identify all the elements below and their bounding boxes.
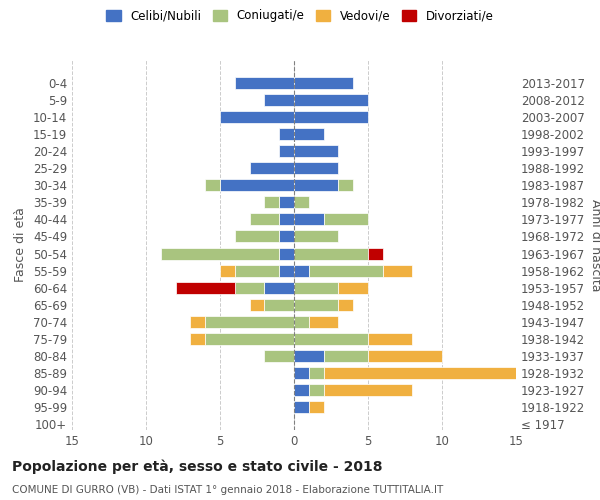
- Bar: [368, 350, 442, 362]
- Bar: [279, 128, 294, 140]
- Bar: [279, 248, 294, 260]
- Bar: [235, 230, 279, 242]
- Bar: [309, 316, 338, 328]
- Bar: [294, 264, 309, 276]
- Bar: [294, 316, 309, 328]
- Y-axis label: Anni di nascita: Anni di nascita: [589, 198, 600, 291]
- Bar: [279, 264, 294, 276]
- Bar: [265, 282, 294, 294]
- Bar: [250, 214, 279, 226]
- Bar: [294, 333, 368, 345]
- Bar: [235, 282, 265, 294]
- Bar: [265, 299, 294, 310]
- Text: COMUNE DI GURRO (VB) - Dati ISTAT 1° gennaio 2018 - Elaborazione TUTTITALIA.IT: COMUNE DI GURRO (VB) - Dati ISTAT 1° gen…: [12, 485, 443, 495]
- Bar: [279, 230, 294, 242]
- Bar: [294, 350, 323, 362]
- Bar: [220, 111, 294, 123]
- Bar: [309, 367, 323, 379]
- Bar: [323, 350, 368, 362]
- Bar: [205, 180, 220, 191]
- Legend: Celibi/Nubili, Coniugati/e, Vedovi/e, Divorziati/e: Celibi/Nubili, Coniugati/e, Vedovi/e, Di…: [103, 6, 497, 26]
- Bar: [176, 282, 235, 294]
- Bar: [294, 299, 338, 310]
- Bar: [235, 264, 279, 276]
- Bar: [190, 333, 205, 345]
- Bar: [338, 299, 353, 310]
- Bar: [294, 162, 338, 174]
- Bar: [294, 214, 323, 226]
- Bar: [190, 316, 205, 328]
- Bar: [309, 401, 323, 413]
- Bar: [294, 230, 338, 242]
- Bar: [250, 299, 265, 310]
- Bar: [294, 401, 309, 413]
- Bar: [294, 145, 338, 157]
- Bar: [294, 384, 309, 396]
- Bar: [383, 264, 412, 276]
- Bar: [220, 180, 294, 191]
- Text: Popolazione per età, sesso e stato civile - 2018: Popolazione per età, sesso e stato civil…: [12, 460, 383, 474]
- Bar: [294, 367, 309, 379]
- Bar: [368, 333, 412, 345]
- Bar: [265, 196, 279, 208]
- Bar: [323, 367, 516, 379]
- Bar: [368, 248, 383, 260]
- Bar: [279, 196, 294, 208]
- Bar: [294, 111, 368, 123]
- Bar: [265, 350, 294, 362]
- Bar: [250, 162, 294, 174]
- Bar: [161, 248, 279, 260]
- Bar: [265, 94, 294, 106]
- Bar: [205, 316, 294, 328]
- Bar: [235, 77, 294, 89]
- Bar: [338, 180, 353, 191]
- Bar: [323, 384, 412, 396]
- Bar: [323, 214, 368, 226]
- Bar: [279, 145, 294, 157]
- Y-axis label: Fasce di età: Fasce di età: [14, 208, 28, 282]
- Bar: [309, 384, 323, 396]
- Bar: [294, 196, 309, 208]
- Bar: [220, 264, 235, 276]
- Bar: [294, 128, 323, 140]
- Bar: [294, 77, 353, 89]
- Bar: [309, 264, 383, 276]
- Bar: [338, 282, 368, 294]
- Bar: [205, 333, 294, 345]
- Bar: [294, 248, 368, 260]
- Bar: [279, 214, 294, 226]
- Bar: [294, 282, 338, 294]
- Bar: [294, 180, 338, 191]
- Bar: [294, 94, 368, 106]
